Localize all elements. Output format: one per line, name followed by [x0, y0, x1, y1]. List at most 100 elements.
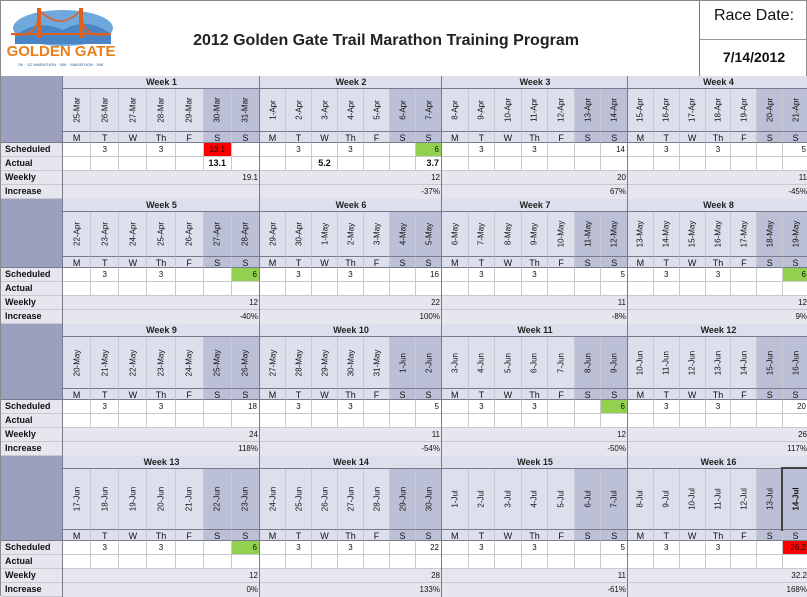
date-label: 11-Jun	[661, 350, 671, 375]
date-cell: 19-May	[783, 212, 807, 256]
date-cell: 22-May	[119, 337, 148, 388]
date-label: 16-Jun	[791, 350, 801, 375]
day-of-week-label: S	[757, 388, 784, 400]
date-label: 7-May	[476, 222, 486, 246]
weekly-total: 12	[628, 296, 807, 310]
scheduled-cell	[175, 143, 204, 157]
weekly-increase: -61%	[442, 583, 628, 597]
day-of-week-label: W	[495, 256, 522, 268]
actual-cell	[338, 282, 364, 296]
actual-cell	[390, 555, 416, 569]
date-cell: 30-May	[338, 337, 364, 388]
weekly-increase: 168%	[628, 583, 807, 597]
week-block: Week 10 27-May M 28-May T 3 29-May W 30-May Th 3 31…	[259, 324, 442, 456]
date-cell: 5-Apr	[364, 89, 390, 131]
date-cell: 26-Jun	[312, 469, 338, 529]
day-of-week-label: S	[231, 256, 260, 268]
row-label-scheduled: Scheduled	[1, 268, 62, 282]
date-label: 7-Apr	[424, 100, 433, 120]
day-of-week-label: W	[679, 388, 706, 400]
actual-cell	[574, 555, 602, 569]
day-of-week-label: M	[260, 529, 286, 541]
scheduled-cell	[757, 143, 784, 157]
day-of-week-label: S	[390, 529, 416, 541]
date-label: 1-Apr	[268, 100, 277, 120]
actual-cell	[548, 414, 575, 428]
day-of-week-label: W	[679, 131, 706, 143]
date-cell: 9-Jul	[653, 469, 680, 529]
date-label: 23-May	[156, 349, 166, 376]
actual-cell	[574, 157, 602, 171]
date-cell: 14-May	[653, 212, 680, 256]
scheduled-cell: 6	[416, 143, 442, 157]
weekly-total: 12	[260, 171, 442, 185]
date-label: 25-Apr	[156, 221, 166, 247]
actual-cell	[783, 282, 807, 296]
scheduled-cell: 6	[601, 400, 628, 414]
date-label: 28-Mar	[156, 97, 166, 123]
date-label: 14-May	[661, 220, 671, 248]
week-title: Week 13	[63, 456, 260, 469]
label-column-header	[1, 199, 62, 268]
actual-cell	[260, 555, 286, 569]
scheduled-cell: 3	[147, 268, 176, 282]
actual-cell	[783, 157, 807, 171]
date-cell: 21-Apr	[783, 89, 807, 131]
day-of-week-label: F	[175, 131, 204, 143]
date-label: 26-Mar	[100, 97, 110, 123]
actual-cell: 5.2	[312, 157, 338, 171]
scheduled-cell	[390, 143, 416, 157]
date-cell: 13-May	[628, 212, 654, 256]
date-cell: 18-Apr	[705, 89, 732, 131]
date-cell: 7-Apr	[416, 89, 442, 131]
weekly-increase: 133%	[260, 583, 442, 597]
date-cell: 27-Apr	[203, 212, 232, 256]
scheduled-cell	[442, 541, 469, 555]
day-of-week-label: M	[63, 256, 92, 268]
date-cell: 18-May	[757, 212, 784, 256]
actual-cell	[390, 414, 416, 428]
date-label: 2-Jul	[476, 490, 486, 508]
actual-cell	[601, 414, 628, 428]
date-cell: 30-Apr	[286, 212, 312, 256]
date-label: 28-Jun	[372, 486, 381, 512]
actual-cell	[705, 282, 732, 296]
scheduled-cell	[442, 143, 469, 157]
day-of-week-label: M	[628, 388, 654, 400]
day-of-week-label: S	[783, 529, 807, 541]
date-cell: 23-May	[147, 337, 176, 388]
scheduled-cell	[175, 541, 204, 555]
date-cell: 8-Apr	[442, 89, 469, 131]
date-cell: 15-Apr	[628, 89, 654, 131]
date-cell: 6-May	[442, 212, 469, 256]
date-cell: 17-Jun	[63, 469, 92, 529]
row-label-increase: Increase	[1, 185, 62, 199]
day-of-week-label: S	[231, 131, 260, 143]
day-of-week-label: M	[628, 529, 654, 541]
scheduled-cell	[175, 268, 204, 282]
date-cell: 8-Jun	[574, 337, 602, 388]
date-label: 13-Jul	[765, 488, 775, 510]
actual-cell	[468, 555, 496, 569]
actual-cell	[601, 555, 628, 569]
date-label: 16-May	[713, 220, 723, 248]
actual-cell: 13.1	[203, 157, 232, 171]
day-of-week-label: W	[119, 256, 148, 268]
day-of-week-label: T	[286, 529, 312, 541]
scheduled-cell	[574, 400, 602, 414]
date-label: 13-May	[635, 220, 645, 248]
date-label: 6-May	[450, 222, 460, 246]
scheduled-cell	[548, 143, 575, 157]
actual-cell	[286, 555, 312, 569]
scheduled-cell	[679, 541, 706, 555]
date-cell: 28-Apr	[231, 212, 260, 256]
actual-cell	[364, 414, 390, 428]
day-of-week-label: S	[783, 131, 807, 143]
date-label: 17-Jun	[72, 486, 82, 512]
scheduled-cell	[548, 268, 575, 282]
day-of-week-label: W	[119, 388, 148, 400]
date-label: 15-May	[687, 220, 697, 248]
date-cell: 7-Jul	[601, 469, 628, 529]
row-label-actual: Actual	[1, 555, 62, 569]
actual-cell	[63, 157, 92, 171]
